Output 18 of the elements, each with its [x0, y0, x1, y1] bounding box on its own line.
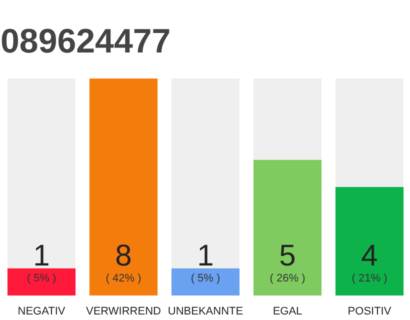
annotation: ( 26% ) [270, 272, 306, 284]
data-label: 5 [279, 240, 296, 272]
annotation: ( 42% ) [106, 272, 142, 284]
annotation: ( 5% ) [190, 272, 220, 284]
data-label: 4 [361, 240, 378, 272]
data-label: 1 [33, 240, 50, 272]
chart-title: 089624477 [0, 22, 171, 60]
x-tick-label: NEGATIV [18, 306, 66, 318]
x-tick-label: POSITIV [348, 306, 392, 318]
annotation: ( 5% ) [26, 272, 56, 284]
bar [171, 268, 240, 296]
bar [7, 268, 76, 296]
annotation: ( 21% ) [352, 272, 388, 284]
data-label: 8 [115, 240, 132, 272]
x-tick-label: UNBEKANNTE [168, 306, 244, 318]
data-label: 1 [197, 240, 214, 272]
x-tick-label: VERWIRREND [86, 306, 162, 318]
x-tick-label: EGAL [272, 306, 302, 318]
